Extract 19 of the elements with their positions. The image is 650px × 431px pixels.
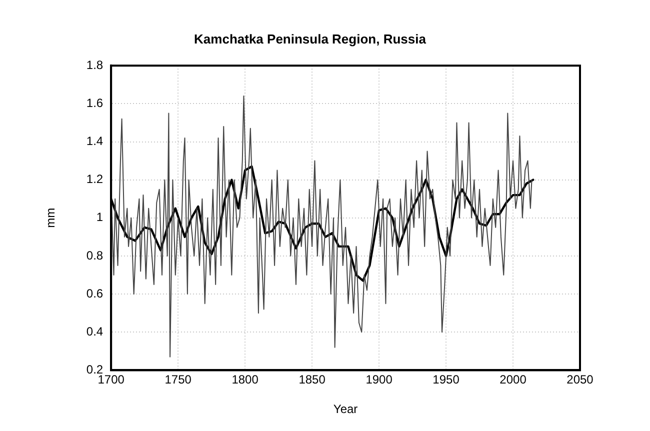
x-tick-label: 1900 — [366, 372, 393, 387]
y-tick-label: 0.8 — [86, 248, 104, 262]
x-tick-label: 1800 — [232, 372, 259, 387]
y-tick-label: 0.4 — [86, 324, 104, 338]
chart-title: Kamchatka Peninsula Region, Russia — [194, 31, 427, 46]
x-tick-label: 1850 — [298, 372, 326, 387]
y-axis-title: mm — [44, 208, 58, 228]
y-tick-label: 1.8 — [86, 58, 104, 72]
x-tick-label: 2050 — [566, 372, 594, 387]
y-tick-label: 1 — [96, 210, 104, 224]
y-tick-label: 0.6 — [86, 286, 104, 300]
x-axis-title: Year — [333, 402, 358, 416]
x-tick-label: 1950 — [432, 372, 460, 387]
x-tick-label: 1700 — [98, 372, 125, 387]
y-tick-label: 1.2 — [86, 172, 104, 186]
x-tick-label: 1750 — [164, 372, 192, 387]
x-tick-label: 2000 — [500, 372, 527, 387]
y-tick-label: 1.4 — [86, 134, 104, 148]
y-tick-label: 1.6 — [86, 96, 104, 110]
